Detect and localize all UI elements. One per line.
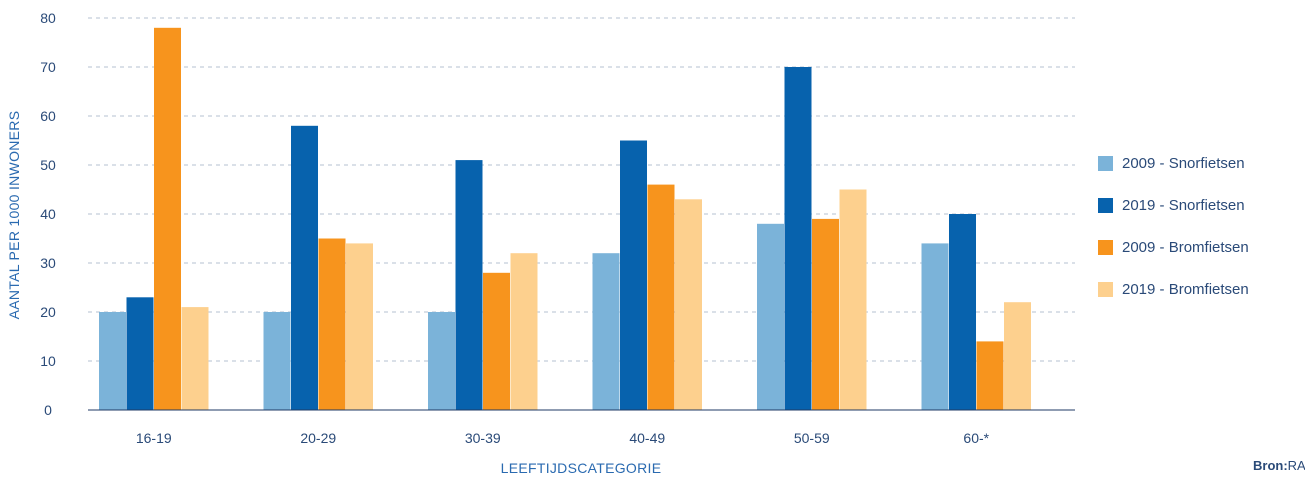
bar	[510, 253, 538, 410]
bar	[483, 272, 510, 410]
bar	[318, 238, 346, 410]
legend-item: 2019 - Snorfietsen	[1098, 195, 1249, 215]
x-axis-ticks: 16-19 20-29 30-39 40-49 50-59 60-*	[136, 430, 990, 446]
bar	[126, 297, 154, 410]
legend-swatch	[1098, 155, 1113, 171]
bar	[921, 243, 949, 410]
y-tick-label: 40	[40, 206, 56, 222]
y-tick-label: 20	[40, 304, 56, 320]
bar	[976, 341, 1004, 410]
bars	[99, 27, 1031, 411]
legend-item: 2009 - Snorfietsen	[1098, 153, 1249, 173]
x-tick-label: 20-29	[300, 430, 336, 446]
y-axis-ticks: 0 10 20 30 40 50 60 70 80	[40, 10, 56, 418]
y-tick-label: 50	[40, 157, 56, 173]
bar	[455, 160, 483, 410]
y-tick-label: 60	[40, 108, 56, 124]
legend-label: 2009 - Snorfietsen	[1122, 154, 1245, 172]
x-tick-label: 16-19	[136, 430, 172, 446]
legend-item: 2019 - Bromfietsen	[1098, 279, 1249, 299]
bar	[620, 140, 647, 410]
legend-swatch	[1098, 281, 1113, 297]
legend-swatch	[1098, 197, 1113, 213]
legend-label: 2019 - Snorfietsen	[1122, 196, 1245, 214]
bar	[784, 67, 812, 410]
bar	[812, 218, 839, 410]
y-tick-label: 30	[40, 255, 56, 271]
bar	[428, 312, 455, 410]
legend-swatch	[1098, 239, 1113, 255]
x-tick-label: 50-59	[794, 430, 830, 446]
y-tick-label: 80	[40, 10, 56, 26]
y-axis-title: AANTAL PER 1000 INWONERS	[6, 111, 22, 320]
bar	[839, 189, 867, 410]
bar	[291, 125, 318, 411]
bar	[647, 184, 675, 410]
source-note: Bron:RA	[1253, 458, 1305, 473]
x-tick-label: 40-49	[629, 430, 665, 446]
bar	[757, 223, 784, 410]
bar	[181, 307, 209, 410]
bar	[675, 199, 702, 410]
bar	[949, 214, 976, 410]
x-tick-label: 60-*	[963, 430, 989, 446]
source-text: RA	[1287, 458, 1305, 473]
legend-item: 2009 - Bromfietsen	[1098, 237, 1249, 257]
x-tick-label: 30-39	[465, 430, 501, 446]
y-tick-label: 10	[40, 353, 56, 369]
y-tick-label: 0	[44, 402, 52, 418]
legend-label: 2009 - Bromfietsen	[1122, 238, 1249, 256]
bar	[1004, 302, 1031, 410]
y-tick-label: 70	[40, 59, 56, 75]
bar	[99, 312, 126, 410]
x-axis-title: LEEFTIJDSCATEGORIE	[501, 460, 662, 476]
bar	[263, 312, 291, 410]
bar	[592, 253, 620, 410]
source-label: Bron:	[1253, 458, 1288, 473]
legend: 2009 - Snorfietsen 2019 - Snorfietsen 2009…	[1098, 153, 1249, 321]
bar	[346, 243, 373, 410]
legend-label: 2019 - Bromfietsen	[1122, 280, 1249, 298]
bar	[154, 27, 181, 411]
